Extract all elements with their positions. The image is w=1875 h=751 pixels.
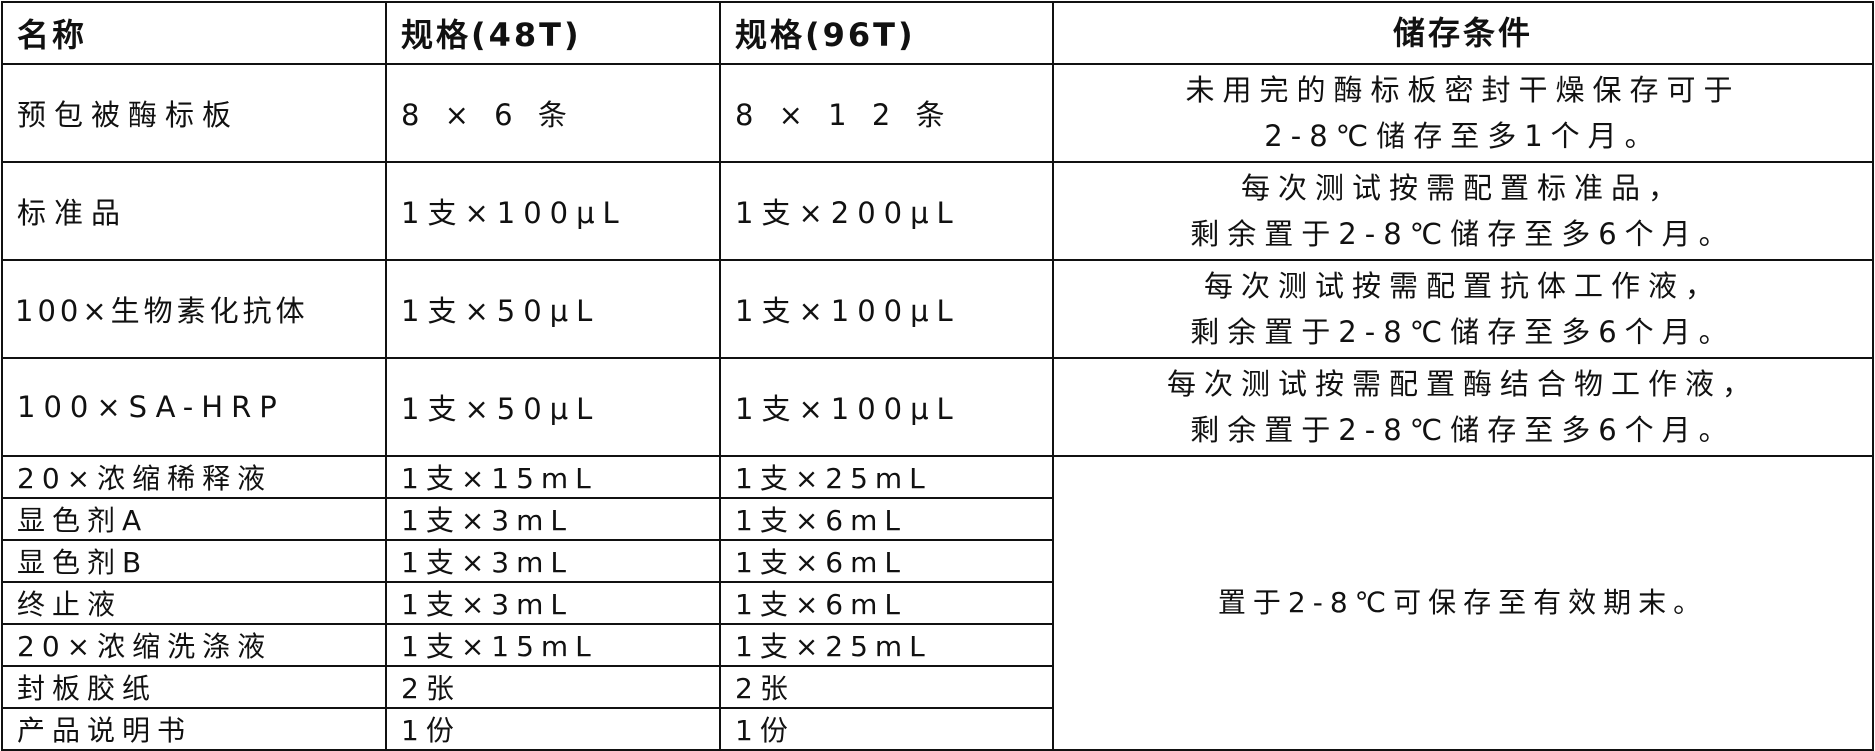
cell-spec48: 1支×15mL: [385, 455, 721, 499]
header-name: 名称: [1, 1, 387, 65]
cell-name: 100×生物素化抗体: [1, 259, 387, 359]
cell-name: 20×浓缩洗涤液: [1, 623, 387, 667]
cell-storage: 每次测试按需配置标准品， 剩余置于2-8℃储存至多6个月。: [1052, 161, 1874, 261]
cell-spec48: 8 × 6 条: [385, 63, 721, 163]
table-row: 预包被酶标板 8 × 6 条 8 × 1 2 条 未用完的酶标板密封干燥保存可于…: [1, 63, 1874, 163]
storage-line: 剩余置于2-8℃储存至多6个月。: [1190, 413, 1736, 447]
cell-spec96: 1支×25mL: [719, 623, 1054, 667]
cell-spec48: 1支×50μL: [385, 259, 721, 359]
cell-spec48: 1支×3mL: [385, 581, 721, 625]
cell-spec48: 1支×15mL: [385, 623, 721, 667]
cell-spec48: 2张: [385, 665, 721, 709]
cell-spec96: 1支×100μL: [719, 357, 1054, 457]
cell-storage: 未用完的酶标板密封干燥保存可于 2-8℃储存至多1个月。: [1052, 63, 1874, 163]
table-row: 封板胶纸 2张 2张: [1, 665, 1873, 709]
table-row: 标准品 1支×100μL 1支×200μL 每次测试按需配置标准品， 剩余置于2-…: [1, 161, 1874, 261]
cell-spec96: 2张: [719, 665, 1054, 709]
cell-name: 预包被酶标板: [1, 63, 387, 163]
cell-name: 产品说明书: [1, 707, 387, 751]
storage-line: 2-8℃储存至多1个月。: [1264, 119, 1662, 153]
cell-spec48: 1支×3mL: [385, 497, 721, 541]
cell-storage-merged: 置于2-8℃可保存至有效期末。: [1052, 455, 1874, 751]
header-row: 名称 规格(48T) 规格(96T) 储存条件: [1, 1, 1874, 65]
cell-spec96: 1份: [719, 707, 1054, 751]
cell-spec96: 1支×6mL: [719, 539, 1054, 583]
cell-name: 终止液: [1, 581, 387, 625]
storage-line: 每次测试按需配置酶结合物工作液，: [1166, 367, 1759, 401]
cell-name: 封板胶纸: [1, 665, 387, 709]
table-row: 终止液 1支×3mL 1支×6mL: [1, 581, 1873, 625]
cell-name: 20×浓缩稀释液: [1, 455, 387, 499]
cell-spec48: 1份: [385, 707, 721, 751]
cell-spec96: 1支×200μL: [719, 161, 1054, 261]
cell-spec96: 8 × 1 2 条: [719, 63, 1054, 163]
cell-name: 100×SA-HRP: [1, 357, 387, 457]
cell-spec96: 1支×6mL: [719, 581, 1054, 625]
cell-spec96: 1支×6mL: [719, 497, 1054, 541]
table-row: 产品说明书 1份 1份: [1, 707, 1873, 751]
storage-line: 剩余置于2-8℃储存至多6个月。: [1190, 217, 1736, 251]
storage-line: 剩余置于2-8℃储存至多6个月。: [1190, 315, 1736, 349]
storage-line: 未用完的酶标板密封干燥保存可于: [1185, 73, 1741, 107]
cell-spec96: 1支×25mL: [719, 455, 1054, 499]
table-row: 显色剂B 1支×3mL 1支×6mL: [1, 539, 1873, 583]
cell-spec96: 1支×100μL: [719, 259, 1054, 359]
cell-spec48: 1支×3mL: [385, 539, 721, 583]
header-storage: 储存条件: [1052, 1, 1874, 65]
header-spec96: 规格(96T): [719, 1, 1054, 65]
table-row: 100×生物素化抗体 1支×50μL 1支×100μL 每次测试按需配置抗体工作…: [1, 259, 1874, 359]
cell-name: 显色剂A: [1, 497, 387, 541]
storage-line: 每次测试按需配置标准品，: [1240, 171, 1685, 205]
cell-name: 显色剂B: [1, 539, 387, 583]
table-row: 20×浓缩洗涤液 1支×15mL 1支×25mL: [1, 623, 1873, 667]
table-row: 显色剂A 1支×3mL 1支×6mL: [1, 497, 1873, 541]
cell-spec48: 1支×50μL: [385, 357, 721, 457]
cell-storage: 每次测试按需配置酶结合物工作液， 剩余置于2-8℃储存至多6个月。: [1052, 357, 1874, 457]
cell-spec48: 1支×100μL: [385, 161, 721, 261]
cell-storage: 每次测试按需配置抗体工作液， 剩余置于2-8℃储存至多6个月。: [1052, 259, 1874, 359]
storage-line: 每次测试按需配置抗体工作液，: [1203, 269, 1722, 303]
header-spec48: 规格(48T): [385, 1, 721, 65]
cell-name: 标准品: [1, 161, 387, 261]
table-row: 100×SA-HRP 1支×50μL 1支×100μL 每次测试按需配置酶结合物…: [1, 357, 1874, 457]
table-row: 20×浓缩稀释液 1支×15mL 1支×25mL 置于2-8℃可保存至有效期末。: [1, 455, 1874, 751]
